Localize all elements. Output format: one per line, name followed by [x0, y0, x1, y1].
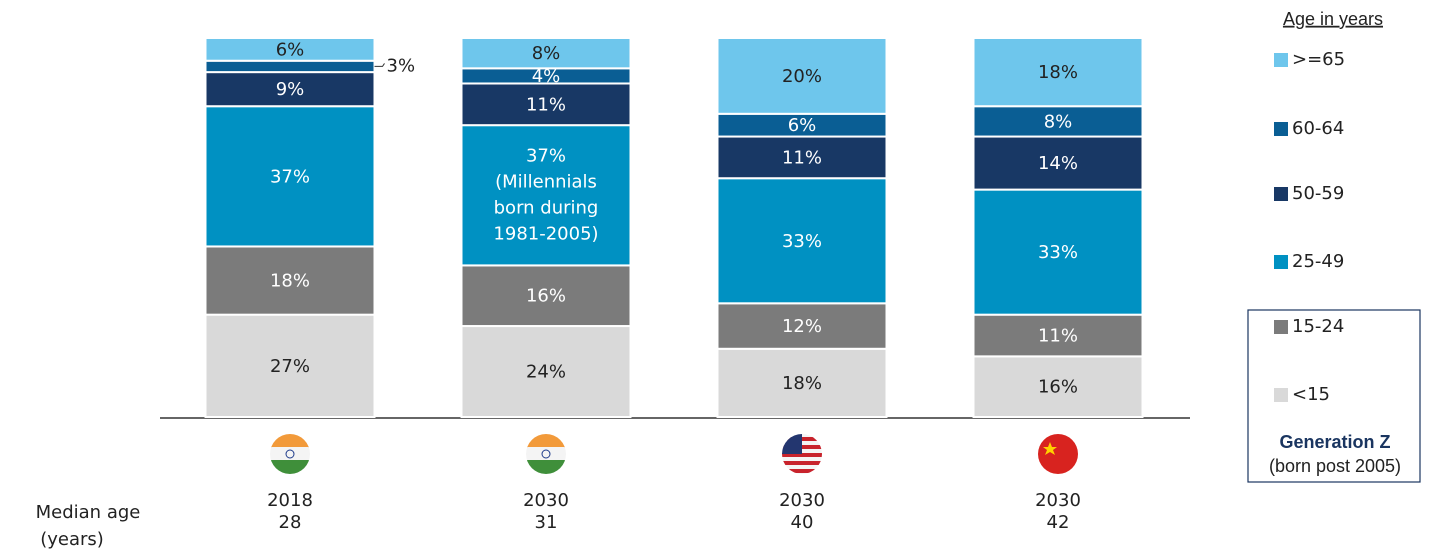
- bar-segment: [972, 355, 1144, 418]
- value-label: 4%: [532, 66, 561, 87]
- generation-title: Generation Z: [1279, 432, 1390, 452]
- legend-label: 15-24: [1292, 316, 1344, 337]
- annotation: (Millennials: [495, 171, 597, 192]
- value-label: 6%: [276, 39, 305, 60]
- legend-swatch: [1274, 122, 1288, 136]
- value-label: 8%: [532, 43, 561, 64]
- bar-segment: [204, 59, 376, 74]
- value-label: 24%: [526, 362, 566, 383]
- legend-swatch: [1274, 53, 1288, 67]
- legend-label: 60-64: [1292, 118, 1344, 139]
- legend-swatch: [1274, 388, 1288, 402]
- value-label: 16%: [1038, 377, 1078, 398]
- bar-segment: [460, 264, 632, 328]
- value-label: 18%: [782, 373, 822, 394]
- value-label: 9%: [276, 79, 305, 100]
- value-label: 27%: [270, 356, 310, 377]
- legend-swatch: [1274, 255, 1288, 269]
- bar-segment: [204, 71, 376, 108]
- legend-swatch: [1274, 187, 1288, 201]
- bar-segment: [460, 37, 632, 70]
- annotation: born during: [494, 197, 599, 218]
- x-tick-label: 2030: [523, 490, 569, 511]
- bar-segment: [204, 105, 376, 248]
- legend-label: 50-59: [1292, 183, 1344, 204]
- legend-swatch: [1274, 320, 1288, 334]
- bar-segment: [204, 37, 376, 62]
- generation-note: (born post 2005): [1269, 456, 1401, 476]
- value-label: 14%: [1038, 153, 1078, 174]
- median-age: 40: [791, 512, 814, 533]
- bar-segment: [716, 177, 888, 305]
- x-tick-label: 2030: [779, 490, 825, 511]
- bar-segment: [972, 105, 1144, 138]
- bar-segment: [972, 313, 1144, 358]
- bar-segment: [716, 347, 888, 418]
- legend-title: Age in years: [1283, 9, 1383, 29]
- value-label: 11%: [526, 94, 566, 115]
- flag-india: [270, 434, 310, 474]
- bar-segment: [204, 245, 376, 316]
- value-label: 16%: [526, 286, 566, 307]
- value-label: 11%: [1038, 326, 1078, 347]
- value-label: 12%: [782, 316, 822, 337]
- legend-label: 25-49: [1292, 251, 1344, 272]
- bar-segment: [716, 135, 888, 180]
- x-tick-label: 2030: [1035, 490, 1081, 511]
- value-label: 18%: [270, 271, 310, 292]
- bar-segment: [972, 188, 1144, 316]
- leader-line: [374, 63, 385, 67]
- median-age: 28: [279, 512, 302, 533]
- bar-segment: [716, 37, 888, 115]
- bar-segment: [972, 37, 1144, 108]
- flag-india: [526, 434, 566, 474]
- value-label: 37%: [270, 166, 310, 187]
- value-label: 33%: [1038, 242, 1078, 263]
- value-label: 37%: [526, 145, 566, 166]
- value-label: 11%: [782, 147, 822, 168]
- bar-segment: [460, 325, 632, 419]
- median-age-label: Median age: [36, 502, 141, 523]
- annotation: 1981-2005): [493, 223, 598, 244]
- flag-usa: [782, 434, 822, 474]
- median-age: 42: [1047, 512, 1070, 533]
- value-label: 18%: [1038, 62, 1078, 83]
- median-age-label: (years): [40, 529, 104, 550]
- generation-box: [1247, 309, 1421, 483]
- value-label: 3%: [387, 55, 416, 76]
- x-tick-label: 2018: [267, 490, 313, 511]
- bar-segment: [460, 82, 632, 127]
- value-label: 33%: [782, 231, 822, 252]
- value-label: 6%: [788, 115, 817, 136]
- legend-label: <15: [1292, 384, 1330, 405]
- flag-china: [1038, 434, 1078, 474]
- value-label: 8%: [1044, 111, 1073, 132]
- bar-segment: [460, 124, 632, 267]
- legend-label: >=65: [1292, 49, 1345, 70]
- median-age: 31: [535, 512, 558, 533]
- value-label: 20%: [782, 66, 822, 87]
